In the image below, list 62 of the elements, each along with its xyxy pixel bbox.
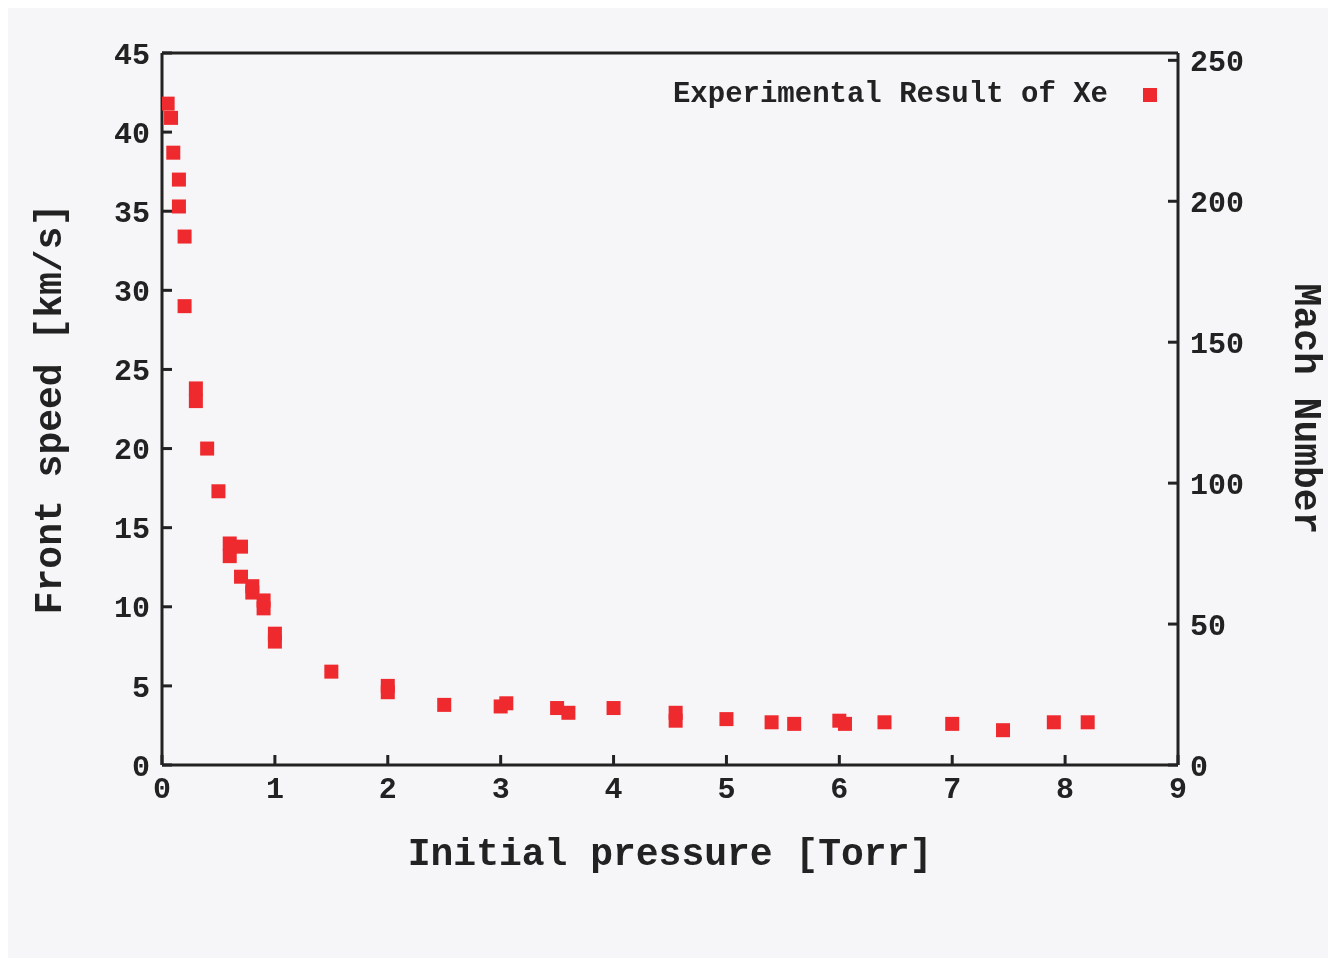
- point: [324, 664, 339, 679]
- point: [171, 172, 186, 187]
- y2-tick-label: 150: [1190, 327, 1245, 362]
- y-tick-label: 0: [131, 750, 150, 785]
- point: [164, 110, 179, 125]
- point: [162, 96, 175, 111]
- y2-tick-label: 250: [1190, 45, 1245, 80]
- y-tick-label: 25: [113, 355, 150, 390]
- y-tick-label: 10: [113, 592, 150, 627]
- point: [877, 715, 892, 730]
- y-tick-label: 15: [113, 513, 150, 548]
- point: [945, 716, 960, 731]
- x-tick-label: 2: [378, 773, 397, 808]
- point: [256, 601, 271, 616]
- x-tick-label: 6: [830, 773, 849, 808]
- point: [437, 697, 452, 712]
- point: [719, 712, 734, 727]
- y-tick-label: 20: [113, 434, 150, 469]
- point: [188, 381, 203, 396]
- y2-tick-label: 50: [1190, 609, 1227, 644]
- x-tick-label: 3: [491, 773, 510, 808]
- point: [996, 723, 1011, 738]
- x-tick-label: 8: [1056, 773, 1075, 808]
- x-axis-title: Initial pressure [Torr]: [407, 833, 933, 876]
- point: [222, 549, 237, 564]
- point: [668, 713, 683, 728]
- y-tick-label: 45: [113, 38, 150, 73]
- point: [606, 701, 621, 716]
- point: [166, 145, 181, 160]
- point: [499, 696, 514, 711]
- point: [561, 705, 576, 720]
- point: [380, 685, 395, 700]
- point: [177, 229, 192, 244]
- y-tick-label: 35: [113, 196, 150, 231]
- y-axis-title: Front speed [km/s]: [29, 203, 73, 615]
- point: [1046, 715, 1061, 730]
- y-tick-label: 40: [113, 117, 150, 152]
- point: [177, 299, 192, 314]
- x-tick-label: 4: [604, 773, 623, 808]
- point: [188, 394, 203, 409]
- point: [200, 441, 215, 456]
- point: [787, 716, 802, 731]
- x-tick-label: 5: [717, 773, 736, 808]
- point: [211, 484, 226, 499]
- point: [234, 569, 249, 584]
- point: [171, 199, 186, 214]
- point: [1080, 715, 1095, 730]
- x-tick-label: 9: [1168, 773, 1188, 808]
- y2-tick-label: 0: [1190, 750, 1209, 785]
- y2-axis-title: Mach Number: [1283, 283, 1327, 535]
- y2-tick-label: 100: [1190, 468, 1245, 503]
- x-tick-label: 7: [943, 773, 962, 808]
- x-tick-label: 1: [265, 773, 284, 808]
- legend-label: Experimental Result of Xe: [672, 78, 1108, 111]
- y-tick-label: 5: [131, 671, 150, 706]
- point: [245, 585, 260, 600]
- point: [764, 715, 779, 730]
- point: [267, 634, 282, 649]
- y-tick-label: 30: [113, 275, 150, 310]
- y2-tick-label: 200: [1190, 186, 1245, 221]
- point: [234, 539, 249, 554]
- point: [837, 716, 852, 731]
